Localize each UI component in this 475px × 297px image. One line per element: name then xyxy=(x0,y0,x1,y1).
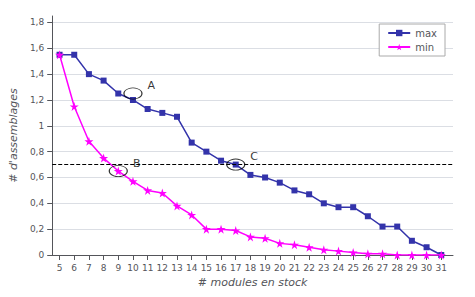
svg-text:A: A xyxy=(148,79,156,92)
svg-text:27: 27 xyxy=(377,263,388,273)
svg-text:9: 9 xyxy=(115,263,121,273)
svg-text:16: 16 xyxy=(215,263,227,273)
svg-text:19: 19 xyxy=(259,263,271,273)
svg-text:28: 28 xyxy=(391,263,403,273)
svg-text:10: 10 xyxy=(127,263,139,273)
svg-text:0,6: 0,6 xyxy=(30,172,45,182)
svg-text:12: 12 xyxy=(157,263,168,273)
svg-text:15: 15 xyxy=(201,263,212,273)
svg-text:20: 20 xyxy=(274,263,286,273)
svg-text:24: 24 xyxy=(333,263,345,273)
svg-text:5: 5 xyxy=(57,263,63,273)
svg-text:14: 14 xyxy=(186,263,198,273)
svg-text:1,2: 1,2 xyxy=(30,95,44,105)
svg-text:1,6: 1,6 xyxy=(30,43,45,53)
svg-text:C: C xyxy=(250,150,258,163)
svg-text:25: 25 xyxy=(347,263,358,273)
svg-text:1: 1 xyxy=(38,121,44,131)
svg-text:21: 21 xyxy=(289,263,300,273)
svg-text:min: min xyxy=(415,42,434,53)
svg-text:29: 29 xyxy=(406,263,418,273)
svg-text:# modules en stock: # modules en stock xyxy=(198,276,308,289)
svg-text:8: 8 xyxy=(101,263,107,273)
svg-text:B: B xyxy=(133,157,141,170)
svg-text:31: 31 xyxy=(436,263,447,273)
svg-text:0,4: 0,4 xyxy=(30,198,45,208)
svg-text:0,8: 0,8 xyxy=(30,147,45,157)
svg-text:17: 17 xyxy=(230,263,241,273)
svg-text:30: 30 xyxy=(421,263,433,273)
svg-text:max: max xyxy=(415,28,437,39)
svg-text:7: 7 xyxy=(86,263,92,273)
svg-text:11: 11 xyxy=(142,263,153,273)
svg-text:1,8: 1,8 xyxy=(30,17,45,27)
svg-text:0,2: 0,2 xyxy=(30,224,44,234)
svg-text:13: 13 xyxy=(171,263,182,273)
svg-text:# d'assemblages: # d'assemblages xyxy=(7,88,20,183)
svg-text:26: 26 xyxy=(362,263,374,273)
svg-text:22: 22 xyxy=(303,263,314,273)
svg-text:1,4: 1,4 xyxy=(30,69,45,79)
svg-text:18: 18 xyxy=(245,263,257,273)
svg-text:0: 0 xyxy=(38,250,44,260)
svg-text:23: 23 xyxy=(318,263,329,273)
svg-text:6: 6 xyxy=(71,263,77,273)
